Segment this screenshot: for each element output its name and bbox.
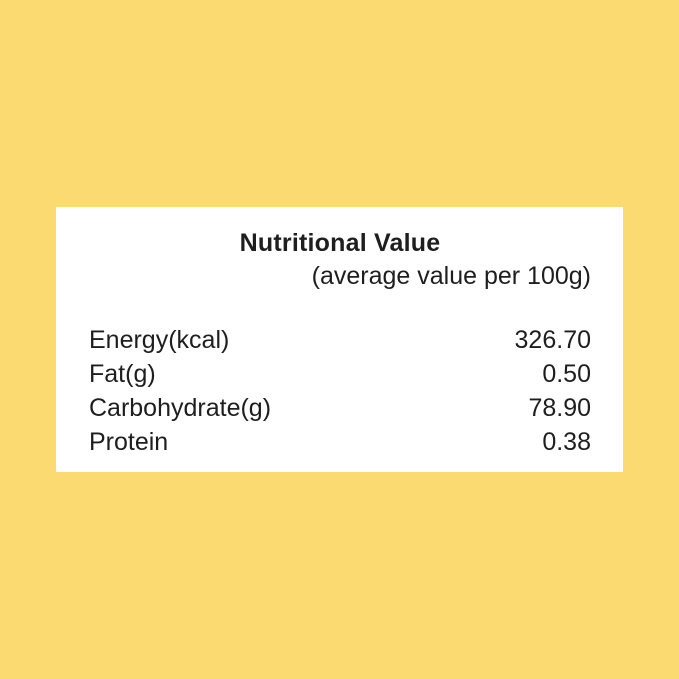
row-value: 78.90 — [528, 394, 591, 422]
row-value: 0.38 — [542, 428, 591, 456]
nutrition-row-carbohydrate: Carbohydrate(g) 78.90 — [89, 391, 591, 425]
nutrition-table: Energy(kcal) 326.70 Fat(g) 0.50 Carbohyd… — [89, 323, 591, 459]
nutrition-card-title: Nutritional Value — [239, 229, 441, 257]
nutrition-row-energy: Energy(kcal) 326.70 — [89, 323, 591, 357]
nutrition-row-fat: Fat(g) 0.50 — [89, 357, 591, 391]
row-label: Energy(kcal) — [89, 326, 230, 354]
row-value: 326.70 — [514, 326, 591, 354]
nutrition-card-subtitle: (average value per 100g) — [311, 262, 591, 290]
nutrition-row-protein: Protein 0.38 — [89, 425, 591, 459]
nutrition-card: Nutritional Value (average value per 100… — [56, 207, 623, 472]
row-value: 0.50 — [542, 360, 591, 388]
row-label: Carbohydrate(g) — [89, 394, 272, 422]
row-label: Fat(g) — [89, 360, 156, 388]
row-label: Protein — [89, 428, 169, 456]
